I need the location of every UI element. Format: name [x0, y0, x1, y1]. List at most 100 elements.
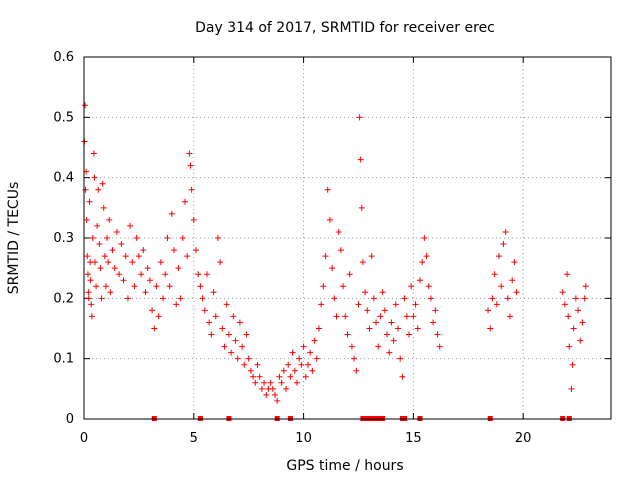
- data-point: [182, 198, 189, 205]
- data-point: [302, 373, 309, 380]
- data-point: [95, 186, 102, 193]
- data-point: [146, 277, 153, 284]
- data-point: [217, 259, 224, 266]
- data-point: [129, 259, 136, 266]
- data-point: [187, 162, 194, 169]
- x-tick-label: 5: [190, 431, 198, 446]
- data-point: [195, 271, 202, 278]
- data-point: [89, 235, 96, 241]
- data-point: [368, 253, 375, 260]
- data-point: [190, 216, 197, 223]
- data-point: [206, 319, 213, 326]
- data-point: [421, 235, 428, 241]
- data-point: [491, 271, 498, 278]
- chart-title: Day 314 of 2017, SRMTID for receiver ere…: [195, 20, 495, 36]
- data-point: [88, 313, 95, 320]
- data-points: [81, 102, 589, 404]
- data-point: [384, 331, 391, 338]
- data-point: [168, 210, 175, 217]
- data-point: [356, 114, 363, 121]
- data-point: [111, 265, 118, 272]
- data-point: [298, 361, 305, 368]
- data-point: [565, 313, 572, 320]
- data-point: [113, 228, 120, 235]
- data-point: [232, 337, 239, 344]
- data-point: [381, 307, 388, 314]
- data-point: [149, 307, 156, 314]
- data-point: [228, 349, 235, 356]
- data-point: [278, 379, 285, 386]
- data-point: [362, 289, 369, 296]
- x-axis-label: GPS time / hours: [286, 458, 403, 474]
- data-point: [386, 349, 393, 356]
- data-point: [269, 385, 276, 392]
- data-point: [93, 283, 100, 290]
- data-point: [221, 343, 228, 350]
- data-point: [188, 186, 195, 193]
- data-point: [105, 259, 112, 266]
- data-point: [348, 343, 355, 350]
- data-point: [564, 271, 571, 278]
- data-point: [485, 307, 492, 314]
- data-point: [214, 235, 221, 241]
- data-point: [489, 295, 496, 302]
- data-point: [230, 313, 237, 320]
- y-tick-label: 0: [66, 412, 74, 427]
- data-point: [401, 295, 408, 302]
- data-point: [97, 265, 104, 272]
- data-point: [144, 265, 151, 272]
- data-point: [322, 253, 329, 260]
- data-point: [427, 295, 434, 302]
- data-point: [274, 397, 281, 404]
- data-point: [223, 301, 230, 308]
- data-point: [506, 313, 513, 320]
- data-point: [582, 283, 589, 290]
- data-point: [199, 295, 206, 302]
- axis-ticks: 0 0.1 0.2 0.3 0.4 0.5 0.6 0 5 10 15 20: [53, 50, 611, 446]
- y-tick-label: 0.3: [53, 231, 74, 246]
- data-point: [101, 253, 108, 260]
- data-point: [355, 301, 362, 308]
- data-point: [109, 247, 116, 254]
- data-point: [245, 355, 252, 362]
- data-point: [104, 235, 111, 241]
- data-point: [364, 307, 371, 314]
- data-point: [263, 391, 270, 398]
- data-point: [261, 379, 268, 386]
- y-tick-label: 0.6: [53, 50, 74, 65]
- data-point: [373, 319, 380, 326]
- data-point: [502, 228, 509, 235]
- data-point: [513, 289, 520, 296]
- data-point: [201, 307, 208, 314]
- data-point: [436, 343, 443, 350]
- x-tick-label: 0: [80, 431, 88, 446]
- data-point: [359, 259, 366, 266]
- y-tick-label: 0.2: [53, 291, 74, 306]
- data-point: [87, 277, 94, 284]
- data-point: [177, 295, 184, 302]
- y-tick-label: 0.1: [53, 352, 74, 367]
- data-point: [416, 277, 423, 284]
- data-point: [118, 241, 125, 248]
- data-point: [166, 283, 173, 290]
- data-point: [346, 271, 353, 278]
- data-point: [493, 301, 500, 308]
- data-point: [430, 319, 437, 326]
- data-point: [203, 271, 210, 278]
- data-point: [91, 174, 98, 181]
- data-point: [171, 247, 178, 254]
- data-point: [496, 253, 503, 260]
- x-tick-label: 20: [515, 431, 532, 446]
- data-point: [559, 289, 566, 296]
- data-point: [272, 391, 279, 398]
- data-point: [239, 343, 246, 350]
- data-point: [342, 313, 349, 320]
- data-point: [192, 247, 199, 254]
- data-point: [285, 361, 292, 368]
- data-point: [241, 361, 248, 368]
- data-point: [434, 331, 441, 338]
- data-point: [83, 216, 90, 223]
- data-point: [84, 253, 91, 260]
- data-point: [331, 295, 338, 302]
- data-point: [300, 343, 307, 350]
